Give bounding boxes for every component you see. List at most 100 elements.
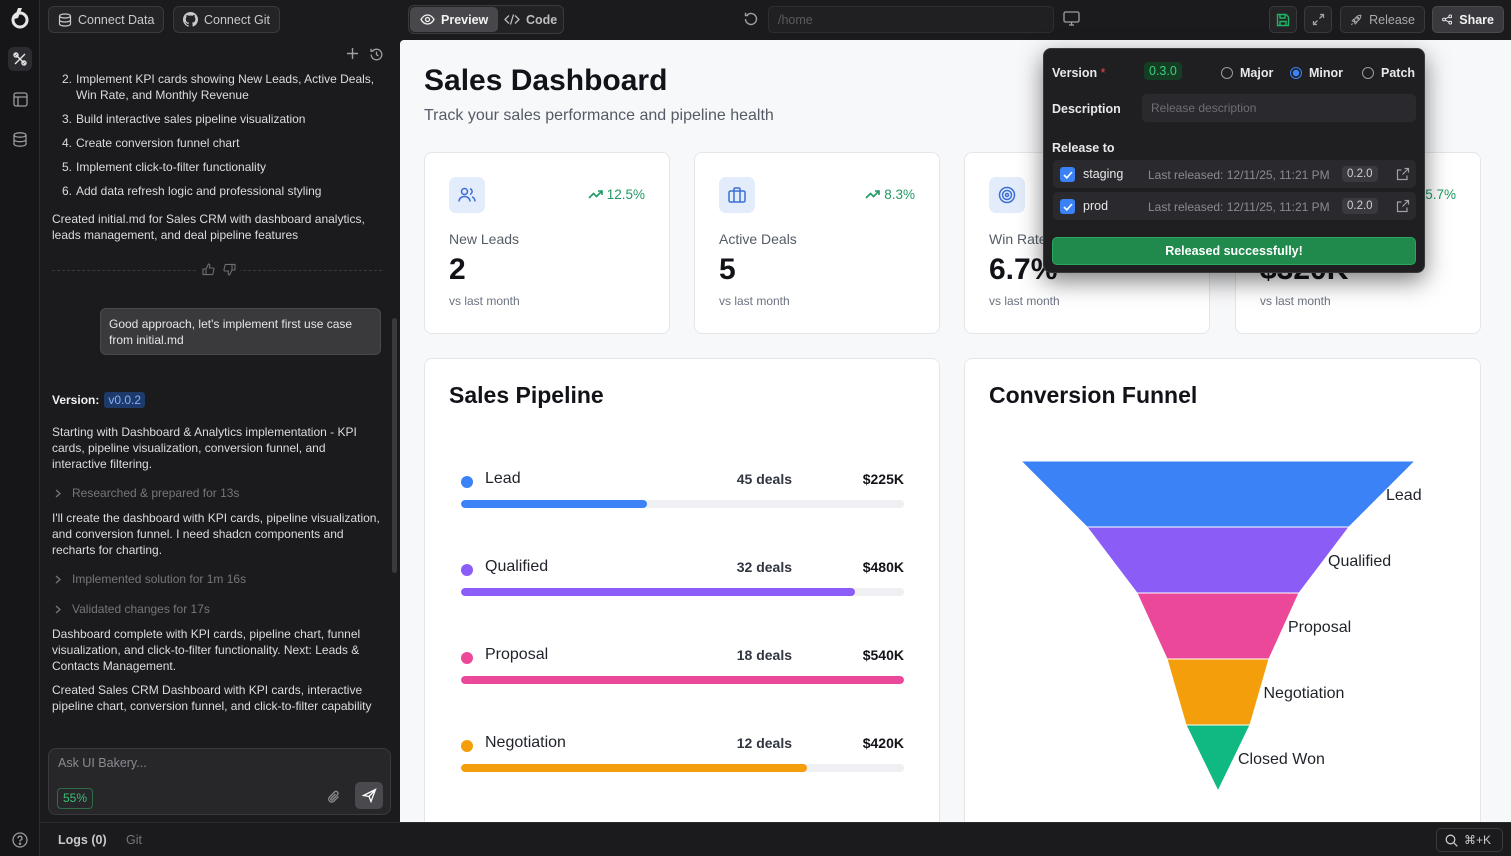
- staging-checkbox[interactable]: [1060, 167, 1075, 182]
- history-icon[interactable]: [369, 47, 384, 67]
- chat-panel: Connect Data Connect Git 2. Implement KP…: [40, 0, 400, 822]
- share-button[interactable]: Share: [1432, 6, 1504, 33]
- stage-amount: $540K: [862, 647, 904, 663]
- trending-up-icon: [865, 190, 881, 199]
- release-target-staging[interactable]: staging Last released: 12/11/25, 11:21 P…: [1053, 160, 1416, 188]
- kpi-label: Win Rate: [989, 231, 1047, 247]
- app-logo-icon[interactable]: [8, 6, 32, 30]
- stage-amount: $480K: [862, 559, 904, 575]
- target-name: prod: [1083, 199, 1109, 213]
- sales-pipeline-card: Sales Pipeline Lead 45 deals $225K Quali…: [424, 358, 940, 822]
- radio-label: Patch: [1381, 66, 1416, 80]
- kpi-value: 2: [449, 253, 466, 286]
- release-button[interactable]: Release: [1340, 6, 1425, 33]
- feedback-group: [198, 263, 240, 276]
- chevron-right-icon: [55, 489, 61, 497]
- reload-icon[interactable]: [743, 11, 759, 32]
- preview-tab[interactable]: Preview: [410, 7, 499, 32]
- logs-tab[interactable]: Logs (0): [58, 833, 107, 847]
- stage-progress-fill: [461, 764, 807, 772]
- prod-checkbox[interactable]: [1060, 199, 1075, 214]
- assistant-message: Created Sales CRM Dashboard with KPI car…: [52, 683, 372, 713]
- external-link-icon[interactable]: [1396, 199, 1410, 213]
- plan-num: 3.: [62, 112, 73, 126]
- chevron-right-icon: [55, 605, 61, 613]
- trending-up-icon: [588, 190, 603, 199]
- assistant-message: Created initial.md for Sales CRM with da…: [52, 212, 365, 242]
- new-chat-icon[interactable]: [346, 47, 359, 65]
- share-label: Share: [1459, 12, 1494, 27]
- target-last-released: Last released: 12/11/25, 11:21 PM: [1148, 168, 1330, 182]
- funnel-segment-negotiation[interactable]: [1166, 658, 1270, 726]
- url-input[interactable]: /home: [768, 6, 1054, 33]
- expand-icon: [1312, 13, 1324, 26]
- code-label: Code: [526, 12, 558, 27]
- target-name: staging: [1083, 167, 1124, 181]
- thumbs-down-icon[interactable]: [223, 263, 236, 276]
- step-label: Researched & prepared for 13s: [72, 486, 240, 500]
- target-last-released: Last released: 12/11/25, 11:21 PM: [1148, 200, 1330, 214]
- external-link-icon[interactable]: [1396, 167, 1410, 181]
- plan-item: Implement click-to-filter functionality: [76, 160, 267, 174]
- search-icon: [1445, 834, 1458, 847]
- step-implemented[interactable]: Implemented solution for 1m 16s: [54, 572, 246, 586]
- thumbs-up-icon[interactable]: [202, 263, 215, 276]
- stage-progress-track: [461, 764, 904, 772]
- chat-scrollbar[interactable]: [392, 318, 397, 573]
- funnel-segment-lead[interactable]: [1019, 460, 1417, 528]
- released-success-button[interactable]: Released successfully!: [1052, 237, 1416, 265]
- eye-icon: [420, 14, 435, 25]
- device-icon[interactable]: [1063, 11, 1080, 31]
- save-button[interactable]: [1269, 6, 1297, 33]
- page-subtitle: Track your sales performance and pipelin…: [424, 107, 774, 124]
- chat-input-box[interactable]: Ask UI Bakery... 55%: [48, 748, 391, 815]
- git-tab[interactable]: Git: [126, 833, 142, 847]
- plan-item: Add data refresh logic and professional …: [76, 184, 322, 198]
- context-usage-badge: 55%: [57, 788, 94, 809]
- send-button[interactable]: [355, 782, 383, 809]
- release-target-prod[interactable]: prod Last released: 12/11/25, 11:21 PM 0…: [1053, 192, 1416, 220]
- target-version-badge: 0.2.0: [1342, 198, 1378, 214]
- funnel-segment-closed-won[interactable]: [1185, 724, 1251, 793]
- preview-canvas: Sales Dashboard Track your sales perform…: [400, 40, 1511, 822]
- command-search-button[interactable]: ⌘+K: [1436, 828, 1503, 852]
- funnel-segment-qualified[interactable]: [1085, 526, 1351, 594]
- expand-button[interactable]: [1304, 6, 1332, 33]
- radio-circle: [1362, 67, 1374, 79]
- description-input[interactable]: Release description: [1142, 94, 1416, 122]
- layout-icon[interactable]: [8, 87, 32, 111]
- users-icon: [449, 177, 485, 213]
- stage-deals: 12 deals: [736, 735, 792, 751]
- radio-major[interactable]: Major: [1221, 66, 1273, 80]
- stage-name: Lead: [485, 470, 521, 487]
- connect-data-label: Connect Data: [78, 12, 155, 27]
- plan-num: 4.: [62, 136, 73, 150]
- assistant-message: Starting with Dashboard & Analytics impl…: [52, 425, 357, 471]
- target-version: 0.2.0: [1342, 198, 1382, 216]
- plan-num: 2.: [62, 72, 73, 86]
- step-researched[interactable]: Researched & prepared for 13s: [54, 486, 239, 500]
- target-version-badge: 0.2.0: [1342, 166, 1378, 182]
- connect-data-button[interactable]: Connect Data: [48, 6, 165, 33]
- chat-input-placeholder[interactable]: Ask UI Bakery...: [58, 756, 147, 770]
- kpi-card-new-leads[interactable]: 12.5% New Leads 2 vs last month: [424, 152, 670, 334]
- funnel-title: Conversion Funnel: [989, 382, 1198, 408]
- step-validated[interactable]: Validated changes for 17s: [54, 602, 210, 616]
- radio-minor[interactable]: Minor: [1290, 66, 1343, 80]
- release-label: Release: [1369, 12, 1415, 27]
- step-label: Validated changes for 17s: [72, 602, 210, 616]
- help-icon[interactable]: [8, 828, 32, 852]
- connect-git-button[interactable]: Connect Git: [173, 6, 281, 33]
- release-popover: Version * 0.3.0 Major Minor Patch Descri…: [1043, 48, 1425, 273]
- ai-tools-icon[interactable]: [8, 47, 32, 71]
- kpi-card-active-deals[interactable]: 8.3% Active Deals 5 vs last month: [694, 152, 940, 334]
- code-tab[interactable]: Code: [494, 7, 567, 32]
- funnel-segment-proposal[interactable]: [1136, 592, 1300, 660]
- version-value-badge[interactable]: 0.3.0: [1144, 62, 1182, 80]
- share-icon: [1442, 14, 1453, 25]
- database-icon[interactable]: [8, 127, 32, 151]
- version-badge[interactable]: v0.0.2: [104, 392, 146, 408]
- preview-label: Preview: [441, 12, 489, 27]
- attach-icon[interactable]: [326, 789, 341, 810]
- radio-patch[interactable]: Patch: [1362, 66, 1415, 80]
